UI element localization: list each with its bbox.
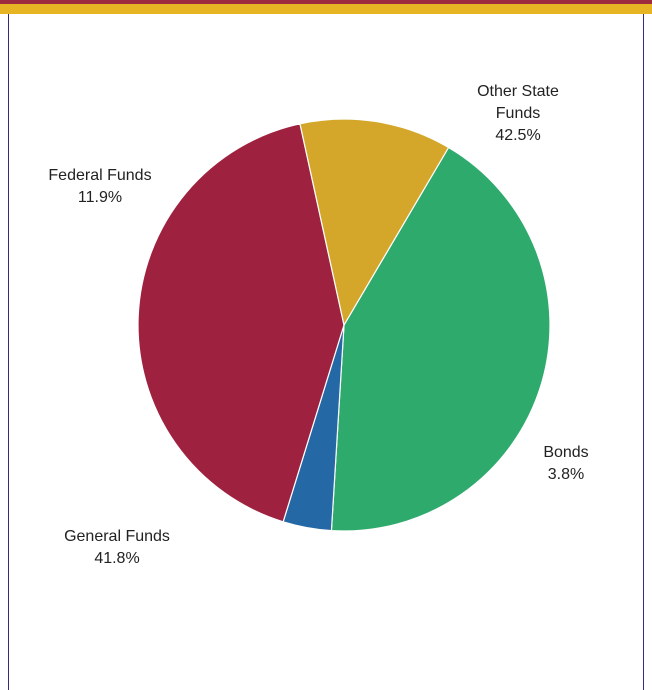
slice-name-label: Other State [477,83,559,100]
slice-percent-label: 3.8% [548,466,584,483]
slice-name-label: Bonds [543,444,588,461]
slice-name-label: Funds [496,105,540,122]
pie-slices [138,119,550,531]
slice-percent-label: 42.5% [495,127,540,144]
slice-name-label: General Funds [64,528,170,545]
slice-name-label: Federal Funds [48,167,151,184]
slice-percent-label: 41.8% [94,550,139,567]
slice-percent-label: 11.9% [78,189,122,206]
